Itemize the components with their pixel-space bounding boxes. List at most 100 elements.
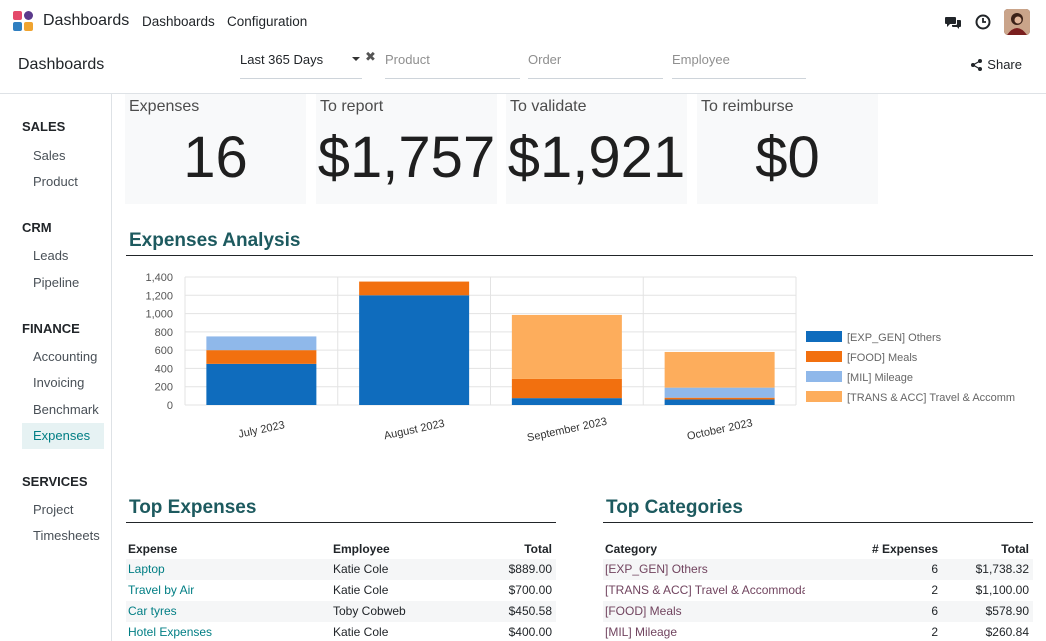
- legend-swatch: [806, 391, 842, 402]
- table-row[interactable]: [FOOD] Meals 6 $578.90: [603, 601, 1033, 622]
- x-tick-label: August 2023: [383, 418, 446, 443]
- chat-icon[interactable]: [944, 13, 962, 31]
- date-filter-value: Last 365 Days: [240, 52, 324, 67]
- control-panel: Dashboards Last 365 Days ✖ Product Order…: [0, 44, 1046, 94]
- expense-total: $400.00: [508, 625, 552, 639]
- sidebar: SALES Sales Product CRM Leads Pipeline F…: [0, 94, 112, 641]
- expenses-analysis-title: Expenses Analysis: [126, 230, 1033, 256]
- product-placeholder: Product: [385, 52, 430, 67]
- sidebar-item-sales[interactable]: Sales: [33, 148, 66, 163]
- legend-label[interactable]: [EXP_GEN] Others: [847, 332, 942, 344]
- kpi-title: To reimburse: [701, 98, 794, 115]
- y-tick-label: 0: [167, 400, 173, 412]
- x-tick-label: October 2023: [686, 417, 754, 443]
- legend-label[interactable]: [TRANS & ACC] Travel & Accomm: [847, 392, 1015, 404]
- expense-name[interactable]: Hotel Expenses: [128, 625, 213, 639]
- bar-segment[interactable]: [511, 398, 622, 405]
- kpi-card-to-report[interactable]: To report $1,757: [316, 94, 497, 204]
- order-placeholder: Order: [528, 52, 562, 67]
- employee-name: Toby Cobweb: [333, 604, 406, 618]
- category-count: 6: [931, 562, 938, 576]
- category-name[interactable]: [FOOD] Meals: [605, 604, 682, 618]
- category-name[interactable]: [MIL] Mileage: [605, 625, 678, 639]
- category-total: $578.90: [985, 604, 1029, 618]
- menu-dashboards[interactable]: Dashboards: [142, 14, 215, 29]
- bar-segment[interactable]: [664, 351, 775, 388]
- bar-segment[interactable]: [664, 399, 775, 405]
- product-filter-input[interactable]: Product: [385, 52, 520, 79]
- sidebar-item-product[interactable]: Product: [33, 174, 78, 189]
- category-count: 6: [931, 604, 938, 618]
- kpi-title: Expenses: [129, 98, 200, 115]
- bar-segment[interactable]: [359, 295, 470, 405]
- y-tick-label: 1,000: [145, 309, 173, 321]
- clear-filter-icon[interactable]: ✖: [365, 49, 376, 64]
- y-tick-label: 800: [155, 327, 173, 339]
- dashboards-app-icon[interactable]: [13, 11, 34, 32]
- y-tick-label: 400: [155, 363, 173, 375]
- expense-name[interactable]: Car tyres: [128, 604, 177, 618]
- app-name[interactable]: Dashboards: [43, 12, 130, 29]
- table-row[interactable]: [EXP_GEN] Others 6 $1,738.32: [603, 559, 1033, 580]
- bar-segment[interactable]: [664, 387, 775, 398]
- category-total: $1,100.00: [975, 583, 1029, 597]
- sidebar-group-sales: SALES: [22, 119, 66, 134]
- sidebar-item-pipeline[interactable]: Pipeline: [33, 275, 80, 290]
- bar-segment[interactable]: [206, 363, 317, 405]
- table-row[interactable]: [MIL] Mileage 2 $260.84: [603, 622, 1033, 641]
- sidebar-item-accounting[interactable]: Accounting: [33, 349, 98, 364]
- legend-label[interactable]: [FOOD] Meals: [847, 352, 918, 364]
- sidebar-group-finance: FINANCE: [22, 321, 80, 336]
- sidebar-item-invoicing[interactable]: Invoicing: [33, 375, 85, 390]
- legend-label[interactable]: [MIL] Mileage: [847, 372, 913, 384]
- sidebar-item-expenses[interactable]: Expenses: [22, 423, 104, 449]
- date-filter-select[interactable]: Last 365 Days: [240, 52, 362, 79]
- bar-segment[interactable]: [206, 350, 317, 364]
- employee-filter-input[interactable]: Employee: [672, 52, 806, 79]
- bar-segment[interactable]: [206, 336, 317, 351]
- user-avatar[interactable]: [1004, 9, 1030, 35]
- expense-name[interactable]: Laptop: [128, 562, 165, 576]
- kpi-title: To report: [320, 98, 384, 115]
- expense-total: $889.00: [508, 562, 552, 576]
- category-count: 2: [931, 583, 938, 597]
- kpi-card-expenses[interactable]: Expenses 16: [125, 94, 306, 204]
- legend-swatch: [806, 371, 842, 382]
- employee-name: Katie Cole: [333, 583, 389, 597]
- bar-segment[interactable]: [359, 281, 470, 296]
- col-header-count: # Expenses: [871, 542, 938, 556]
- kpi-card-to-reimburse[interactable]: To reimburse $0: [697, 94, 878, 204]
- table-row[interactable]: Car tyres Toby Cobweb $450.58: [126, 601, 556, 622]
- kpi-value: $1,921: [507, 125, 686, 190]
- sidebar-group-crm: CRM: [22, 220, 52, 235]
- sidebar-item-timesheets[interactable]: Timesheets: [33, 528, 100, 543]
- sidebar-item-leads[interactable]: Leads: [33, 248, 69, 263]
- legend-swatch: [806, 331, 842, 342]
- breadcrumb[interactable]: Dashboards: [18, 56, 105, 73]
- table-row[interactable]: Hotel Expenses Katie Cole $400.00: [126, 622, 556, 641]
- bar-segment[interactable]: [664, 397, 775, 400]
- share-button[interactable]: Share: [971, 57, 1022, 72]
- bar-segment[interactable]: [511, 378, 622, 399]
- clock-icon[interactable]: [974, 13, 992, 31]
- menu-configuration[interactable]: Configuration: [227, 14, 308, 29]
- y-tick-label: 1,400: [145, 272, 173, 284]
- order-filter-input[interactable]: Order: [528, 52, 663, 79]
- sidebar-item-benchmark[interactable]: Benchmark: [33, 402, 99, 417]
- table-row[interactable]: Laptop Katie Cole $889.00: [126, 559, 556, 580]
- y-tick-label: 1,200: [145, 290, 173, 302]
- expense-name[interactable]: Travel by Air: [128, 583, 195, 597]
- category-total: $1,738.32: [975, 562, 1029, 576]
- y-tick-label: 200: [155, 382, 173, 394]
- category-name[interactable]: [TRANS & ACC] Travel & Accommoda: [605, 583, 805, 597]
- sidebar-item-project[interactable]: Project: [33, 502, 74, 517]
- table-row[interactable]: Travel by Air Katie Cole $700.00: [126, 580, 556, 601]
- bar-segment[interactable]: [511, 314, 622, 379]
- kpi-card-to-validate[interactable]: To validate $1,921: [506, 94, 687, 204]
- top-navbar: Dashboards Dashboards Configuration: [0, 0, 1046, 44]
- share-icon: [971, 58, 983, 71]
- category-name[interactable]: [EXP_GEN] Others: [605, 562, 708, 576]
- top-categories-title: Top Categories: [603, 497, 1033, 523]
- table-row[interactable]: [TRANS & ACC] Travel & Accommoda 2 $1,10…: [603, 580, 1033, 601]
- expenses-analysis-chart[interactable]: 0 200 400 600 800 1,000 1,200 1,400 July 2023 Aug…: [125, 262, 1025, 452]
